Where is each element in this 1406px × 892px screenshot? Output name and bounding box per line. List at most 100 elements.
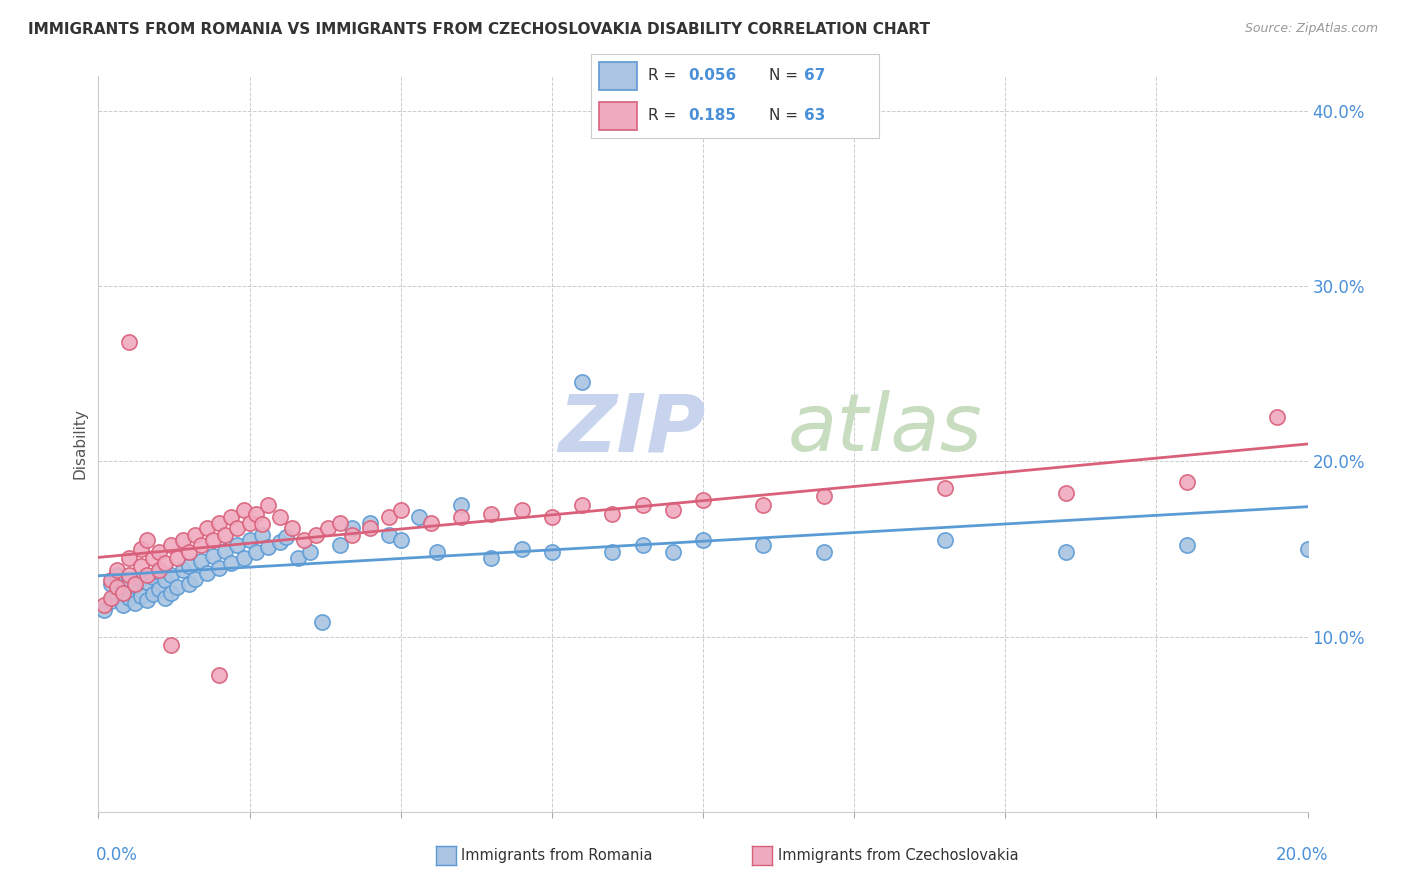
Point: [105, 568, 128, 582]
Point: [752, 538, 775, 552]
Point: [153, 574, 176, 588]
Text: Immigrants from Romania: Immigrants from Romania: [461, 848, 652, 863]
Point: [129, 559, 152, 574]
Point: [129, 541, 152, 556]
Point: [571, 498, 593, 512]
FancyBboxPatch shape: [599, 62, 637, 90]
Point: [195, 521, 218, 535]
Point: [160, 638, 183, 652]
Point: [190, 554, 212, 568]
Point: [256, 498, 278, 512]
Point: [389, 503, 412, 517]
Point: [111, 585, 134, 599]
Point: [360, 521, 382, 535]
Point: [274, 530, 297, 544]
Point: [179, 577, 201, 591]
Point: [184, 528, 207, 542]
Point: [111, 598, 134, 612]
Point: [1296, 541, 1319, 556]
Point: [316, 521, 339, 535]
Point: [389, 533, 412, 548]
Point: [292, 533, 315, 548]
Point: [329, 538, 352, 552]
Point: [111, 581, 134, 595]
Point: [450, 510, 472, 524]
Point: [281, 521, 304, 535]
Point: [105, 585, 128, 599]
Text: R =: R =: [648, 68, 682, 83]
Point: [135, 575, 157, 590]
Point: [540, 545, 562, 559]
Point: [602, 507, 624, 521]
Point: [124, 577, 146, 591]
Text: ZIP: ZIP: [558, 390, 706, 468]
Point: [692, 492, 714, 507]
Point: [408, 510, 430, 524]
Point: [100, 591, 122, 605]
Point: [179, 559, 201, 574]
Point: [245, 545, 267, 559]
Point: [148, 582, 170, 597]
Point: [160, 585, 183, 599]
Point: [813, 545, 835, 559]
Point: [160, 538, 183, 552]
Point: [202, 549, 225, 563]
Text: 63: 63: [804, 108, 825, 123]
Point: [232, 503, 254, 517]
Point: [311, 615, 333, 630]
Point: [631, 538, 654, 552]
Point: [481, 550, 503, 565]
Text: 20.0%: 20.0%: [1277, 847, 1329, 864]
Text: R =: R =: [648, 108, 686, 123]
Point: [135, 533, 157, 548]
FancyBboxPatch shape: [599, 102, 637, 130]
Point: [221, 510, 243, 524]
Point: [142, 550, 165, 565]
Text: 0.185: 0.185: [689, 108, 737, 123]
Point: [124, 579, 146, 593]
Point: [202, 533, 225, 548]
Point: [426, 545, 449, 559]
Point: [148, 545, 170, 559]
Point: [148, 565, 170, 579]
Text: 0.056: 0.056: [689, 68, 737, 83]
Point: [208, 668, 231, 682]
Text: atlas: atlas: [787, 390, 983, 468]
Point: [172, 533, 194, 548]
Point: [214, 543, 236, 558]
Point: [118, 550, 141, 565]
Text: 67: 67: [804, 68, 825, 83]
Point: [129, 589, 152, 603]
Point: [135, 568, 157, 582]
Point: [208, 516, 231, 530]
Point: [226, 521, 249, 535]
Point: [934, 481, 956, 495]
Text: 0.0%: 0.0%: [96, 847, 138, 864]
Point: [129, 572, 152, 586]
Point: [135, 592, 157, 607]
Point: [377, 528, 399, 542]
Point: [105, 563, 128, 577]
Point: [153, 556, 176, 570]
Point: [1054, 485, 1077, 500]
Point: [1054, 545, 1077, 559]
Point: [631, 498, 654, 512]
Point: [179, 545, 201, 559]
Text: IMMIGRANTS FROM ROMANIA VS IMMIGRANTS FROM CZECHOSLOVAKIA DISABILITY CORRELATION: IMMIGRANTS FROM ROMANIA VS IMMIGRANTS FR…: [28, 22, 931, 37]
Point: [813, 489, 835, 503]
Point: [752, 498, 775, 512]
Point: [250, 517, 273, 532]
Point: [166, 550, 188, 565]
Point: [342, 528, 364, 542]
Point: [239, 533, 262, 548]
Point: [226, 538, 249, 552]
Point: [221, 556, 243, 570]
Point: [510, 503, 533, 517]
Point: [118, 591, 141, 605]
Point: [118, 335, 141, 350]
Point: [142, 587, 165, 601]
Point: [510, 541, 533, 556]
Point: [420, 516, 443, 530]
Point: [195, 566, 218, 581]
Point: [342, 521, 364, 535]
